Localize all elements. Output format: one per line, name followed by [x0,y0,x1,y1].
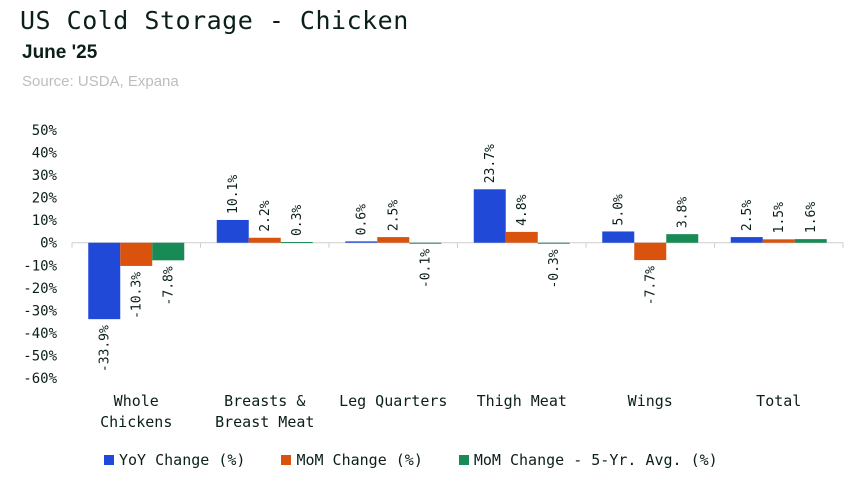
data-label: 1.6% [804,202,819,233]
bar [666,234,699,243]
data-label: 0.6% [354,204,369,235]
chart-source: Source: USDA, Expana [22,73,179,90]
data-label: -7.7% [643,266,658,305]
bar [216,219,249,243]
data-label: 2.5% [386,200,401,231]
data-label: 2.5% [740,200,755,231]
bar [377,237,410,243]
category-label: Breasts & [224,392,305,410]
legend-swatch-mom [281,455,292,465]
category-label: Thigh Meat [477,392,567,410]
data-label: 23.7% [483,144,498,183]
bar [602,231,635,243]
data-label: -10.3% [129,272,144,319]
bar [794,239,827,243]
chart-title: US Cold Storage - Chicken [20,6,409,35]
bar [248,237,281,243]
data-label: -33.9% [97,325,112,372]
bar [537,242,570,244]
bar [120,242,153,266]
y-tick-label: 50% [32,123,58,139]
bar [762,239,795,243]
legend-swatch-5yr-avg [458,455,469,465]
legend-swatch-yoy [104,455,114,465]
legend-label-mom: MoM Change (%) [296,451,423,469]
y-tick-label: 0% [40,236,57,252]
chart-subtitle: June '25 [22,42,98,63]
category-label: Total [756,392,801,410]
y-tick-label: 40% [32,146,58,162]
data-label: -0.3% [547,249,562,288]
legend-item-yoy: YoY Change (%) [104,451,245,469]
y-tick-label: -30% [23,303,57,319]
y-tick-label: 10% [32,213,58,229]
data-label: 10.1% [226,175,241,214]
legend-label-yoy: YoY Change (%) [119,451,246,469]
data-label: 0.3% [290,205,305,236]
y-tick-label: -10% [23,258,57,274]
chart-legend: YoY Change (%) MoM Change (%) MoM Change… [104,451,754,469]
category-label: Chickens [100,413,172,431]
bar [409,242,442,244]
legend-item-mom: MoM Change (%) [281,451,423,469]
bar [152,242,185,261]
data-label: -0.1% [418,249,433,288]
bar [634,242,667,261]
y-tick-label: -20% [23,281,57,297]
y-tick-label: -60% [23,371,57,387]
data-label: 4.8% [515,194,530,225]
data-label: -7.8% [161,266,176,305]
bar [345,241,378,243]
data-label: 3.8% [675,197,690,228]
legend-item-5yr-avg: MoM Change - 5-Yr. Avg. (%) [458,451,718,469]
bar [730,237,763,243]
bar [473,189,506,243]
category-label: Leg Quarters [339,392,447,410]
category-label: Whole [114,392,159,410]
y-tick-label: 30% [32,168,58,184]
category-label: Breast Meat [215,413,314,431]
data-label: 1.5% [772,202,787,233]
y-tick-label: -40% [23,326,57,342]
legend-label-5yr-avg: MoM Change - 5-Yr. Avg. (%) [473,451,718,469]
bar [88,242,121,320]
data-label: 5.0% [611,194,626,225]
y-tick-label: 20% [32,191,58,207]
bar [505,231,538,243]
category-label: Wings [628,392,673,410]
bar [280,242,313,244]
data-label: 2.2% [258,200,273,231]
y-tick-label: -50% [23,348,57,364]
